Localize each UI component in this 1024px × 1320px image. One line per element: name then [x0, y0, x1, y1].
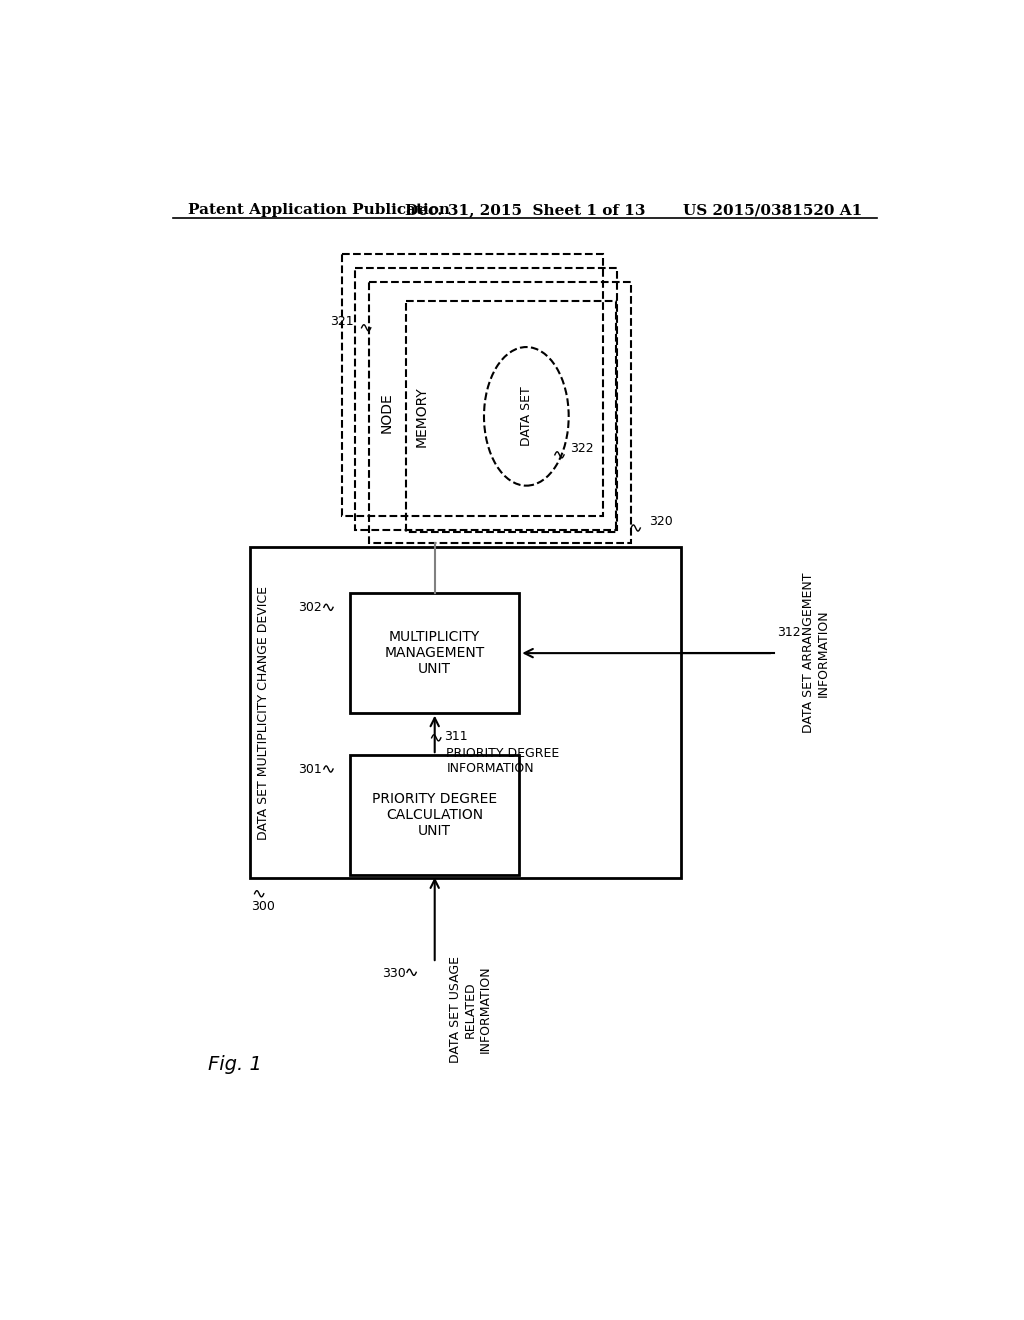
Text: DATA SET ARRANGEMENT
INFORMATION: DATA SET ARRANGEMENT INFORMATION: [802, 573, 829, 734]
Text: US 2015/0381520 A1: US 2015/0381520 A1: [683, 203, 862, 216]
Text: DATA SET USAGE
RELATED
INFORMATION: DATA SET USAGE RELATED INFORMATION: [449, 956, 492, 1063]
Text: 302: 302: [299, 601, 323, 614]
Text: 322: 322: [570, 442, 594, 455]
Text: 312: 312: [777, 626, 801, 639]
Text: MEMORY: MEMORY: [415, 385, 429, 446]
Text: 301: 301: [299, 763, 323, 776]
Text: NODE: NODE: [379, 392, 393, 433]
Text: 330: 330: [382, 966, 406, 979]
Text: MULTIPLICITY
MANAGEMENT
UNIT: MULTIPLICITY MANAGEMENT UNIT: [385, 630, 484, 676]
Text: Dec. 31, 2015  Sheet 1 of 13: Dec. 31, 2015 Sheet 1 of 13: [404, 203, 645, 216]
Text: DATA SET MULTIPLICITY CHANGE DEVICE: DATA SET MULTIPLICITY CHANGE DEVICE: [257, 586, 270, 840]
Text: PRIORITY DEGREE
CALCULATION
UNIT: PRIORITY DEGREE CALCULATION UNIT: [372, 792, 498, 838]
Text: 320: 320: [649, 515, 673, 528]
Text: 311: 311: [444, 730, 468, 743]
Text: DATA SET: DATA SET: [520, 387, 532, 446]
Text: Patent Application Publication: Patent Application Publication: [188, 203, 451, 216]
Text: PRIORITY DEGREE
INFORMATION: PRIORITY DEGREE INFORMATION: [446, 747, 559, 775]
Text: 321: 321: [330, 315, 354, 329]
Text: 300: 300: [252, 900, 275, 913]
Text: Fig. 1: Fig. 1: [208, 1056, 261, 1074]
